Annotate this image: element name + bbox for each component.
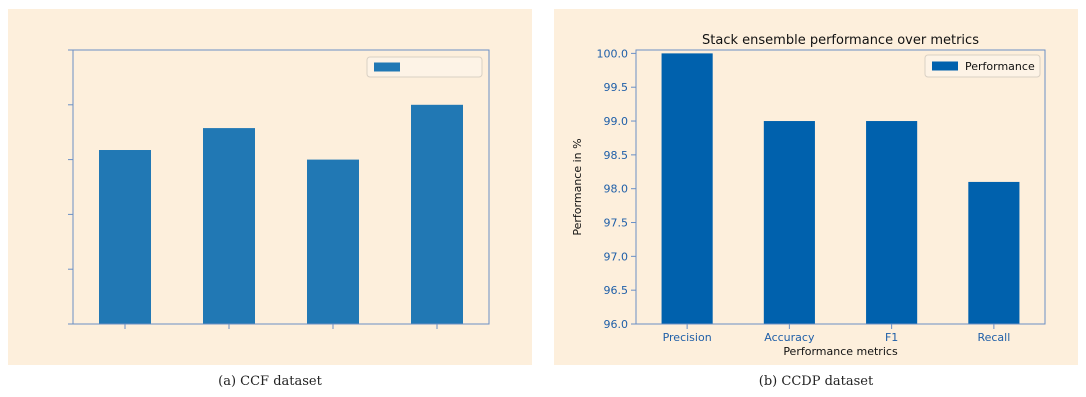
y-tick-label: 98.0 — [604, 183, 629, 196]
bar — [203, 128, 255, 324]
bar — [968, 181, 1020, 324]
y-tick-label: 96.5 — [604, 284, 629, 297]
caption-ccdp: (b) CCDP dataset — [758, 374, 874, 389]
y-tick-label: 100.0 — [597, 47, 629, 60]
y-tick-label: 99.5 — [604, 81, 629, 94]
ccdp-bar-chart: Stack ensemble performance over metrics 9… — [571, 33, 1046, 358]
y-tick-label: 96.0 — [604, 318, 629, 331]
bar — [763, 121, 815, 324]
legend-swatch — [374, 62, 400, 72]
x-tick-label: Accuracy — [764, 331, 815, 344]
y-tick-label: 99.0 — [604, 115, 629, 128]
bar — [661, 53, 713, 324]
bar — [99, 150, 151, 324]
bar — [307, 159, 359, 324]
y-axis-label: Performance in % — [571, 138, 584, 235]
bar — [411, 104, 463, 324]
bar — [866, 121, 918, 324]
chart-panel-ccdp: Stack ensemble performance over metrics 9… — [554, 9, 1078, 365]
legend-swatch — [932, 61, 958, 71]
y-tick-label: 97.5 — [604, 217, 629, 230]
plot-frame — [72, 49, 490, 325]
chart-panel-ccf — [8, 9, 532, 365]
caption-ccf: (a) CCF dataset — [218, 374, 322, 389]
legend-label: Performance — [965, 60, 1035, 73]
y-tick-label: 97.0 — [604, 250, 629, 263]
x-tick-label: Recall — [977, 331, 1010, 344]
chart-title: Stack ensemble performance over metrics — [702, 33, 979, 48]
legend-box — [924, 54, 1041, 78]
x-axis-label: Performance metrics — [783, 345, 898, 358]
x-tick-label: F1 — [885, 331, 898, 344]
ccf-bar-chart — [68, 49, 490, 329]
y-tick-label: 98.5 — [604, 149, 629, 162]
legend-box — [366, 56, 483, 78]
x-tick-label: Precision — [663, 331, 712, 344]
plot-frame — [635, 49, 1046, 325]
